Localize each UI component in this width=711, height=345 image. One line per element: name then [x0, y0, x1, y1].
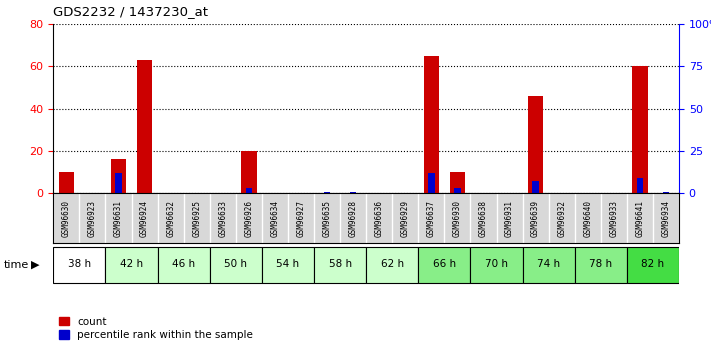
Bar	[424, 56, 439, 193]
Text: GSM96932: GSM96932	[557, 200, 566, 237]
Text: 82 h: 82 h	[641, 259, 665, 269]
Text: GSM96637: GSM96637	[427, 200, 436, 237]
Text: 38 h: 38 h	[68, 259, 91, 269]
Bar	[533, 181, 539, 193]
FancyBboxPatch shape	[471, 247, 523, 283]
Bar	[115, 173, 122, 193]
Bar	[449, 172, 465, 193]
Text: GSM96934: GSM96934	[661, 200, 670, 237]
Bar	[636, 178, 643, 193]
FancyBboxPatch shape	[105, 247, 158, 283]
FancyBboxPatch shape	[418, 247, 471, 283]
Bar	[428, 173, 434, 193]
Text: 58 h: 58 h	[328, 259, 352, 269]
Legend: count, percentile rank within the sample: count, percentile rank within the sample	[58, 317, 253, 340]
FancyBboxPatch shape	[158, 247, 210, 283]
Text: GSM96925: GSM96925	[192, 200, 201, 237]
Text: GDS2232 / 1437230_at: GDS2232 / 1437230_at	[53, 5, 208, 18]
Text: GSM96634: GSM96634	[270, 200, 279, 237]
Text: GSM96630: GSM96630	[62, 200, 71, 237]
Text: 42 h: 42 h	[120, 259, 143, 269]
Bar	[58, 172, 74, 193]
Text: GSM96931: GSM96931	[505, 200, 514, 237]
Text: GSM96641: GSM96641	[636, 200, 644, 237]
FancyBboxPatch shape	[523, 247, 574, 283]
Text: GSM96639: GSM96639	[531, 200, 540, 237]
Text: GSM96929: GSM96929	[401, 200, 410, 237]
Text: GSM96640: GSM96640	[583, 200, 592, 237]
Text: 50 h: 50 h	[224, 259, 247, 269]
Text: GSM96923: GSM96923	[88, 200, 97, 237]
Text: 46 h: 46 h	[172, 259, 196, 269]
FancyBboxPatch shape	[314, 247, 366, 283]
Bar	[137, 60, 152, 193]
Text: GSM96927: GSM96927	[296, 200, 306, 237]
Text: GSM96928: GSM96928	[348, 200, 358, 237]
Text: 66 h: 66 h	[433, 259, 456, 269]
Text: GSM96933: GSM96933	[609, 200, 619, 237]
Text: GSM96633: GSM96633	[218, 200, 228, 237]
FancyBboxPatch shape	[574, 247, 627, 283]
Bar	[528, 96, 543, 193]
Bar	[241, 151, 257, 193]
Text: GSM96926: GSM96926	[245, 200, 253, 237]
FancyBboxPatch shape	[210, 247, 262, 283]
Text: GSM96632: GSM96632	[166, 200, 175, 237]
Text: 74 h: 74 h	[537, 259, 560, 269]
Text: GSM96930: GSM96930	[453, 200, 462, 237]
Text: GSM96636: GSM96636	[375, 200, 384, 237]
Bar	[632, 66, 648, 193]
Text: 70 h: 70 h	[485, 259, 508, 269]
Text: GSM96631: GSM96631	[114, 200, 123, 237]
FancyBboxPatch shape	[262, 247, 314, 283]
FancyBboxPatch shape	[627, 247, 679, 283]
FancyBboxPatch shape	[53, 247, 105, 283]
Text: 62 h: 62 h	[380, 259, 404, 269]
FancyBboxPatch shape	[366, 247, 418, 283]
Bar	[245, 188, 252, 193]
Bar	[324, 191, 331, 193]
Bar	[350, 191, 356, 193]
Text: time: time	[4, 260, 29, 270]
Bar	[454, 188, 461, 193]
Text: ▶: ▶	[31, 260, 40, 270]
Bar	[663, 191, 669, 193]
Text: 78 h: 78 h	[589, 259, 612, 269]
Bar	[111, 159, 127, 193]
Text: GSM96638: GSM96638	[479, 200, 488, 237]
Text: GSM96924: GSM96924	[140, 200, 149, 237]
Text: GSM96635: GSM96635	[323, 200, 331, 237]
Text: 54 h: 54 h	[277, 259, 299, 269]
